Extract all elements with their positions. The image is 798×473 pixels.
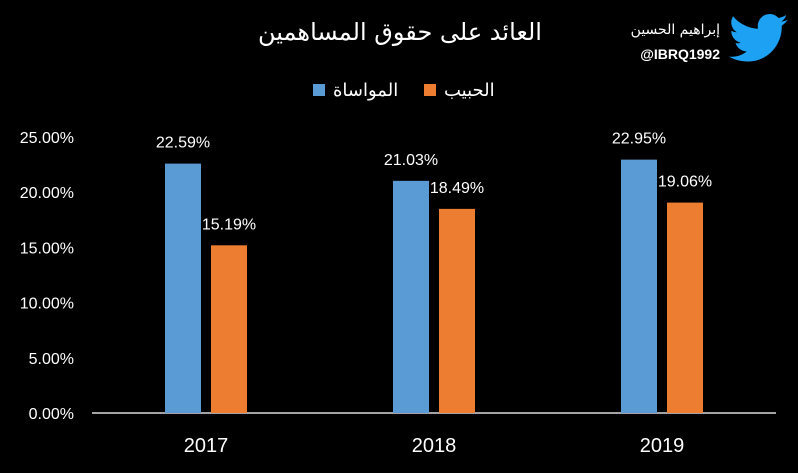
- legend-label-mowasat: المواساة: [333, 79, 399, 101]
- y-tick-label: 25.00%: [20, 130, 74, 147]
- x-tick-label: 2018: [412, 435, 457, 457]
- x-tick-label: 2019: [640, 435, 685, 457]
- bar-2017-s0: [165, 163, 201, 413]
- data-label: 22.95%: [612, 131, 666, 148]
- legend: المواساة الحبيب: [0, 78, 798, 102]
- bar-2018-s0: [393, 180, 429, 413]
- y-tick-label: 20.00%: [20, 185, 74, 202]
- data-label: 21.03%: [384, 152, 438, 169]
- brand-watermark: إبراهيم الحسين @IBRQ1992: [600, 14, 790, 74]
- legend-label-habib: الحبيب: [444, 79, 495, 101]
- bar-2019-s1: [667, 202, 703, 413]
- bar-2019-s0: [621, 159, 657, 413]
- y-tick-label: 10.00%: [20, 296, 74, 313]
- data-label: 15.19%: [202, 216, 256, 233]
- data-label: 18.49%: [430, 180, 484, 197]
- legend-swatch-habib: [424, 84, 436, 96]
- bar-2017-s1: [211, 245, 247, 413]
- data-label: 22.59%: [156, 135, 210, 152]
- bar-2018-s1: [439, 208, 475, 413]
- brand-name: إبراهيم الحسين: [630, 22, 720, 38]
- chart-title: العائد على حقوق المساهمين: [258, 18, 542, 46]
- legend-item-mowasat: المواساة: [313, 78, 398, 102]
- y-tick-label: 5.00%: [29, 351, 74, 368]
- x-tick-label: 2017: [184, 435, 229, 457]
- twitter-bird-icon: [728, 14, 788, 62]
- y-tick-label: 0.00%: [29, 406, 74, 423]
- y-tick-label: 15.00%: [20, 240, 74, 257]
- legend-item-habib: الحبيب: [424, 78, 495, 102]
- data-label: 19.06%: [658, 174, 712, 191]
- brand-handle: @IBRQ1992: [640, 46, 720, 62]
- legend-swatch-mowasat: [313, 84, 325, 96]
